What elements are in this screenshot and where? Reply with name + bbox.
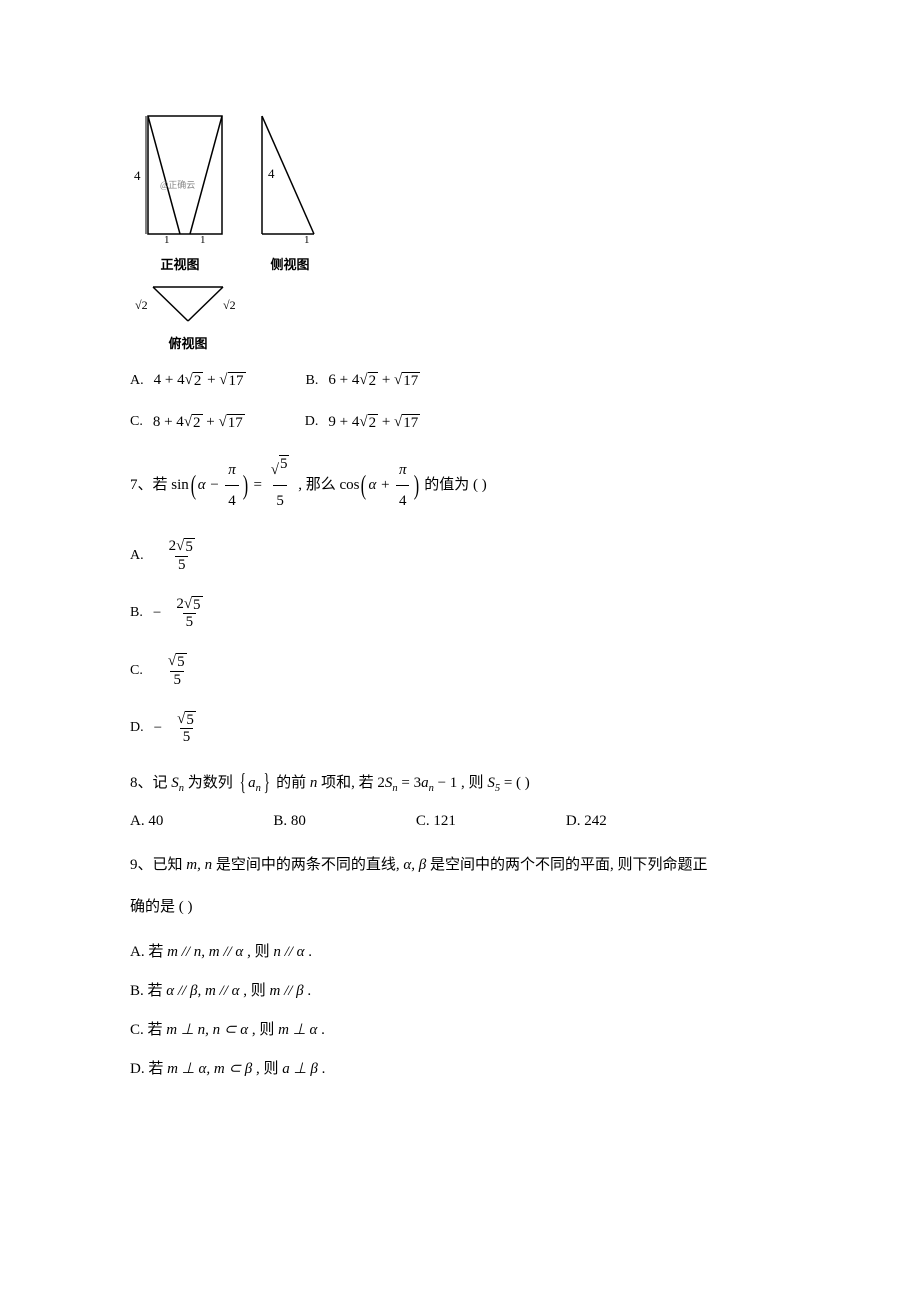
q6-a-expr: 4 + 4√2 + √17 [154, 372, 246, 390]
q9-stem-line1: 9、已知 m, n 是空间中的两条不同的直线, α, β 是空间中的两个不同的平… [130, 850, 790, 880]
q7-option-c: C. √55 [130, 653, 790, 689]
q8-options: A. 40 B. 80 C. 121 D. 242 [130, 813, 790, 830]
top-right-label: √2 [223, 298, 236, 312]
q6-c-expr: 8 + 4√2 + √17 [153, 414, 245, 432]
q6-option-c: C. 8 + 4√2 + √17 [130, 414, 245, 432]
q7-options: A. 2√55 B. −2√55 C. √55 D. −√55 [130, 538, 790, 746]
side-h-label: 4 [268, 166, 275, 181]
front-view-label: 正视图 [160, 254, 199, 273]
q7-stem: 7、若 sin(α − π4) = √55 , 那么 cos(α + π4) 的… [130, 455, 790, 516]
q8-option-d: D. 242 [566, 813, 607, 830]
front-base-l: 1 [164, 234, 170, 246]
q6-options-row-2: C. 8 + 4√2 + √17 D. 9 + 4√2 + √17 [130, 414, 790, 432]
q6-option-d: D. 9 + 4√2 + √17 [305, 414, 421, 432]
q6-option-b: B. 6 + 4√2 + √17 [306, 372, 421, 390]
q7-option-d: D. −√55 [130, 711, 790, 747]
side-view-svg: 4 1 [250, 110, 330, 250]
q6-b-expr: 6 + 4√2 + √17 [328, 372, 420, 390]
front-view: 4 1 1 @正确云 正视图 [130, 110, 230, 273]
front-base-r: 1 [200, 234, 206, 246]
top-left-label: √2 [135, 298, 148, 312]
front-h-label: 4 [134, 168, 141, 183]
side-view-label: 侧视图 [270, 254, 309, 273]
q6-c-letter: C. [130, 414, 143, 430]
front-view-svg: 4 1 1 @正确云 [130, 110, 230, 250]
q8-option-b: B. 80 [273, 813, 306, 830]
top-view: √2 √2 俯视图 [138, 281, 238, 352]
q9-option-a: A. 若 m // n, m // α , 则 n // α . [130, 940, 790, 961]
q8-option-c: C. 121 [416, 813, 456, 830]
side-base-label: 1 [304, 234, 310, 246]
views-diagram: 4 1 1 @正确云 正视图 4 1 侧视图 √2 √2 俯视图 [130, 110, 790, 352]
q9-option-d: D. 若 m ⊥ α, m ⊂ β , 则 a ⊥ β . [130, 1057, 790, 1078]
q9-option-b: B. 若 α // β, m // α , 则 m // β . [130, 979, 790, 1000]
side-view: 4 1 侧视图 [250, 110, 330, 273]
q6-a-letter: A. [130, 373, 144, 389]
q6-d-expr: 9 + 4√2 + √17 [328, 414, 420, 432]
watermark: @正确云 [160, 179, 195, 190]
q6-option-a: A. 4 + 4√2 + √17 [130, 372, 246, 390]
q6-options-row-1: A. 4 + 4√2 + √17 B. 6 + 4√2 + √17 [130, 372, 790, 390]
q6-d-letter: D. [305, 414, 319, 430]
top-view-svg: √2 √2 [133, 281, 243, 329]
q8-option-a: A. 40 [130, 813, 163, 830]
q9-stem-line2: 确的是 ( ) [130, 892, 790, 922]
q7-option-b: B. −2√55 [130, 596, 790, 632]
top-view-label: 俯视图 [168, 333, 207, 352]
q8-stem: 8、记 Sn 为数列 {an} 的前 n 项和, 若 2Sn = 3an − 1… [130, 768, 790, 799]
q9-option-c: C. 若 m ⊥ n, n ⊂ α , 则 m ⊥ α . [130, 1018, 790, 1039]
views-row-top: 4 1 1 @正确云 正视图 4 1 侧视图 [130, 110, 790, 273]
q7-option-a: A. 2√55 [130, 538, 790, 574]
q6-b-letter: B. [306, 373, 319, 389]
